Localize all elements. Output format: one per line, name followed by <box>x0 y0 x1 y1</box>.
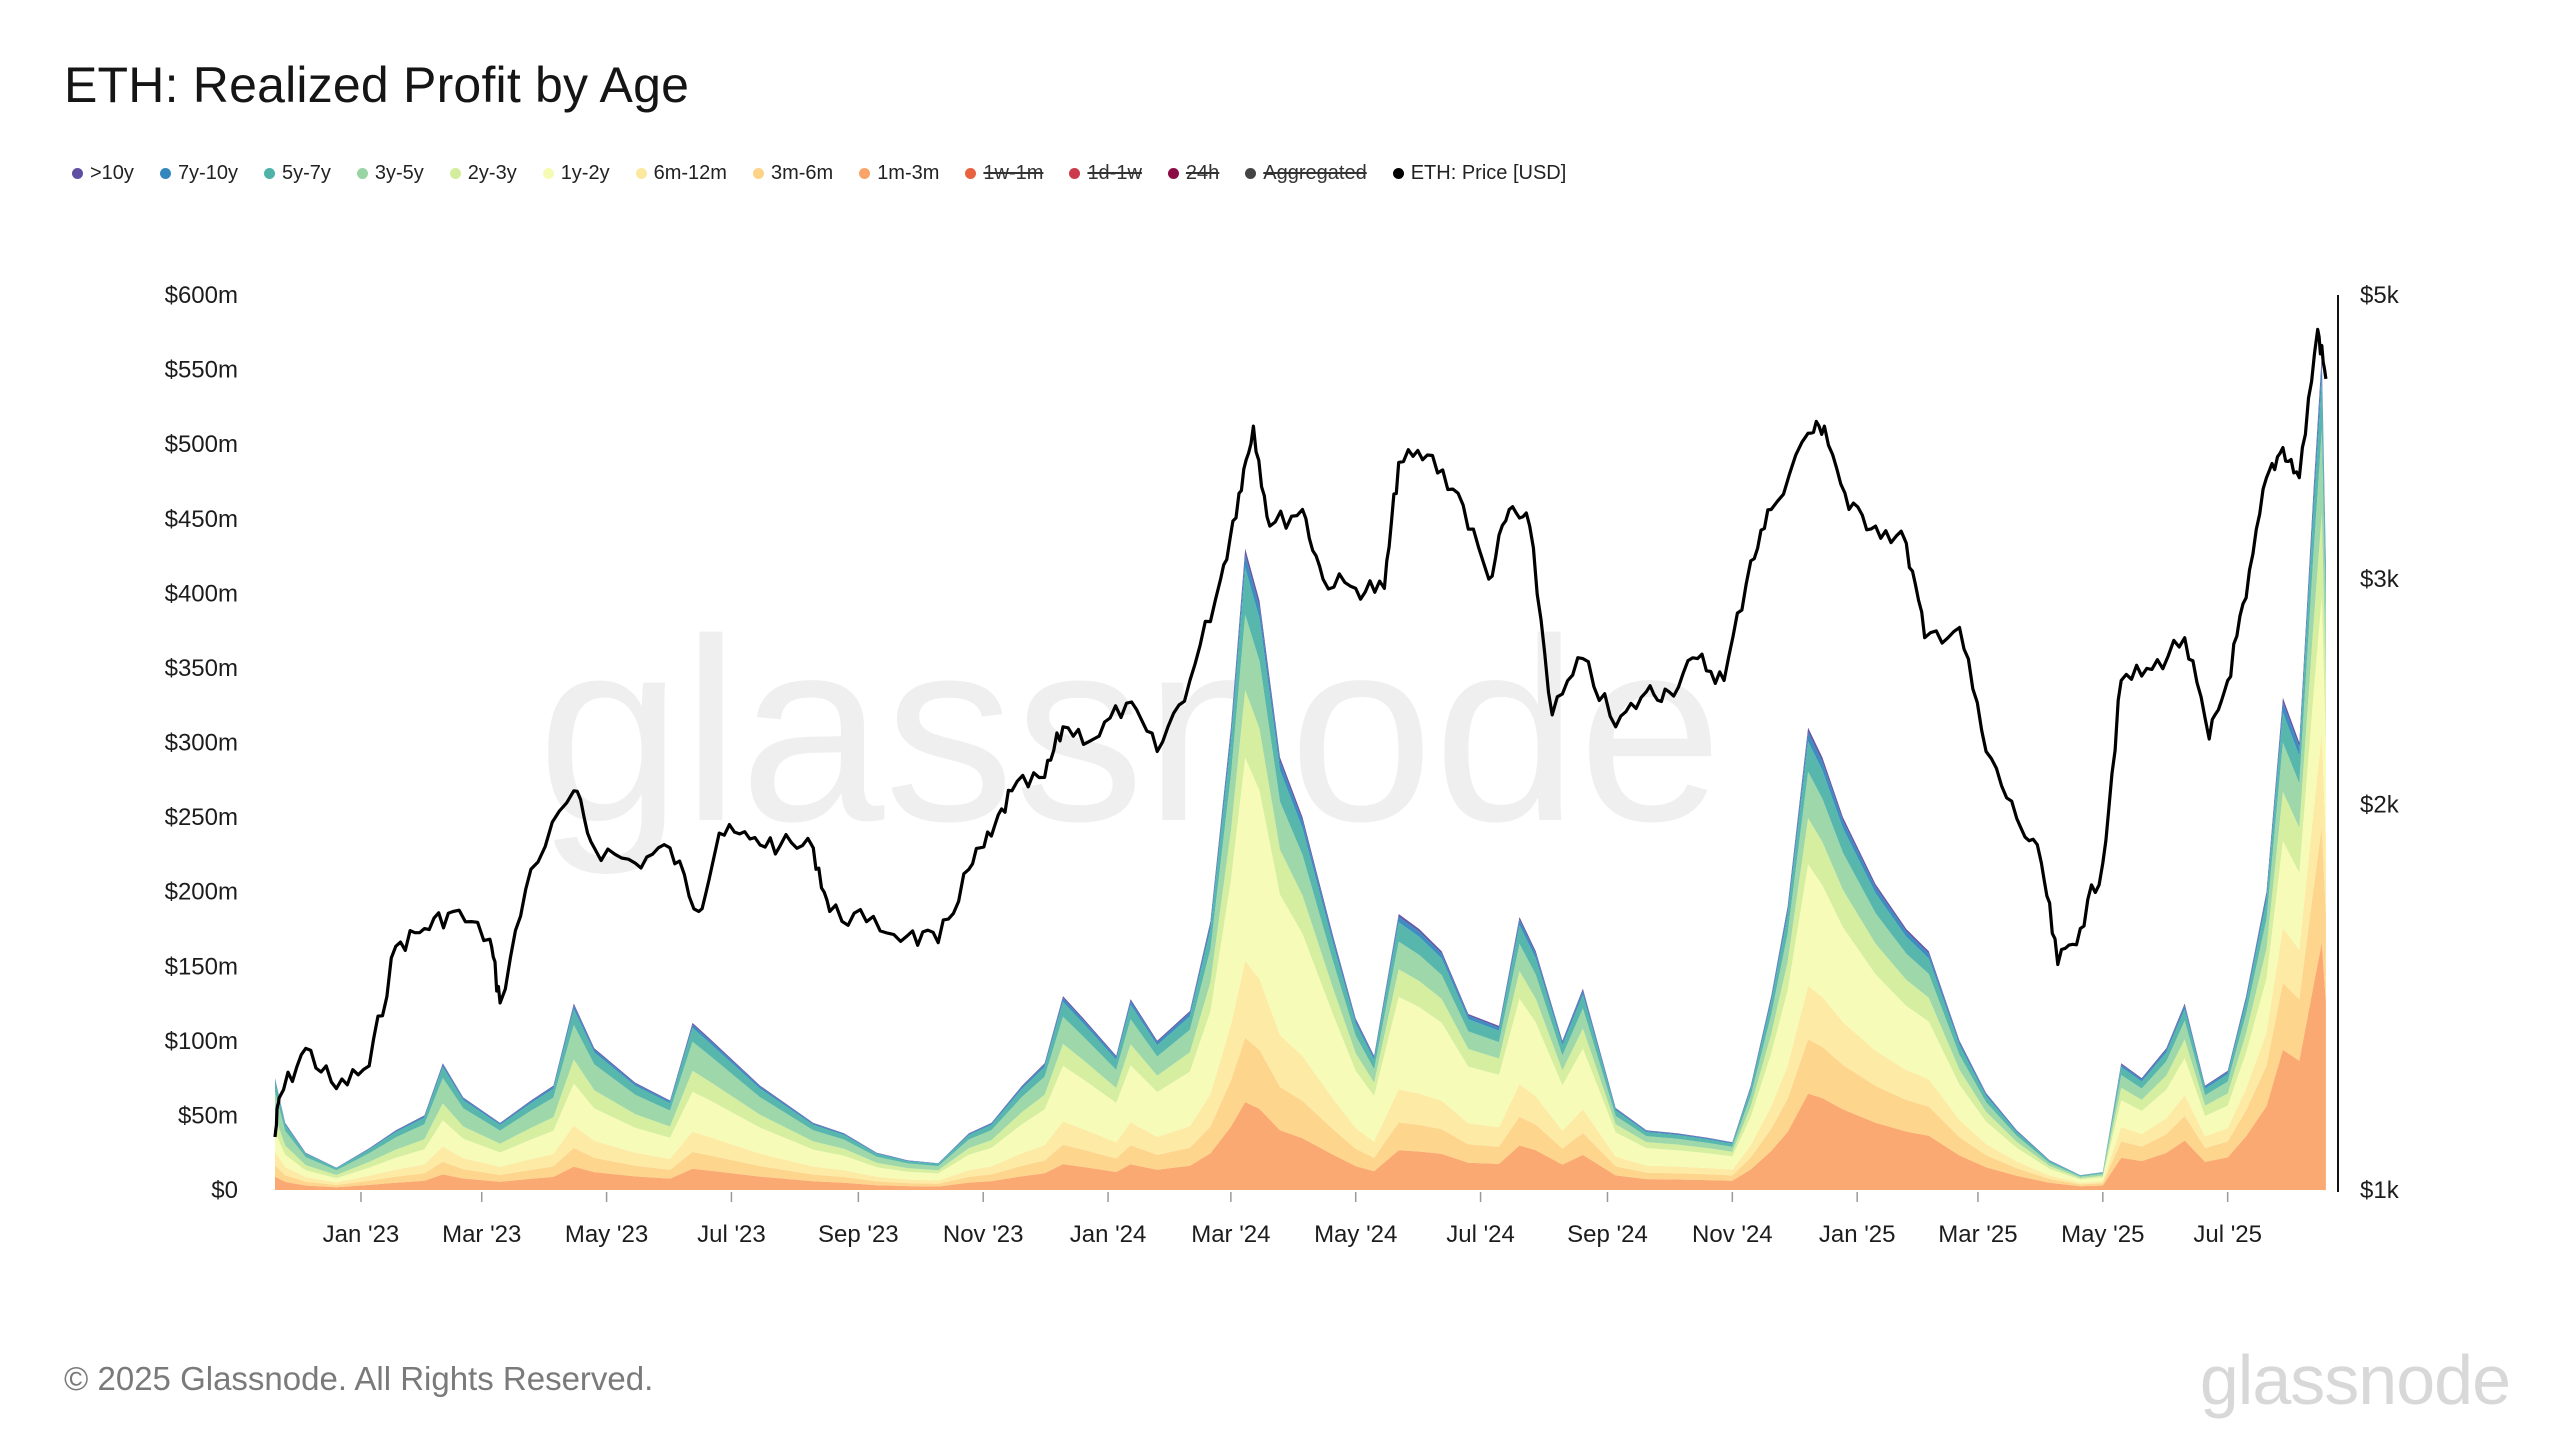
legend-label: 1y-2y <box>560 162 610 184</box>
legend-label: 1m-3m <box>877 162 940 184</box>
y-left-tick-label: $450m <box>165 506 238 533</box>
y-right-tick-label: $2k <box>2360 792 2400 819</box>
x-tick-label: Jul '23 <box>697 1221 766 1248</box>
legend-label: 6m-12m <box>653 162 727 184</box>
legend-label: 7y-10y <box>177 162 238 184</box>
y-left-tick-label: $550m <box>165 357 238 384</box>
legend-label: 1w-1m <box>983 162 1044 184</box>
legend-dot-icon <box>859 168 871 179</box>
x-tick-label: Nov '23 <box>943 1221 1024 1248</box>
x-tick-label: Sep '24 <box>1567 1221 1648 1248</box>
legend-label: ETH: Price [USD] <box>1410 162 1567 184</box>
x-tick-label: Jan '24 <box>1070 1221 1147 1248</box>
legend-item[interactable]: ETH: Price [USD] <box>1392 162 1567 185</box>
legend-dot-icon <box>1167 168 1179 179</box>
legend-item[interactable]: 3y-5y <box>356 162 424 185</box>
legend-dot-icon <box>965 168 977 179</box>
x-tick-label: May '24 <box>1314 1221 1397 1248</box>
legend-dot-icon <box>1245 168 1257 179</box>
x-tick-label: Jul '25 <box>2193 1221 2262 1248</box>
area-band-6m12m <box>275 734 2326 1185</box>
legend-label: 2y-3y <box>467 162 517 184</box>
y-right-tick-label: $1k <box>2360 1177 2400 1204</box>
copyright-footer: © 2025 Glassnode. All Rights Reserved. <box>64 1360 654 1397</box>
legend-label: >10y <box>90 162 134 184</box>
legend-item[interactable]: 2y-3y <box>449 162 517 185</box>
x-tick-label: Sep '23 <box>818 1221 899 1248</box>
area-band-3m6m <box>275 826 2326 1188</box>
y-left-tick-label: $50m <box>178 1102 238 1129</box>
legend-item[interactable]: 1w-1m <box>965 162 1043 185</box>
y-right-tick-label: $5k <box>2360 282 2400 309</box>
area-band-1m3m <box>275 942 2326 1190</box>
chart-title: ETH: Realized Profit by Age <box>64 57 690 113</box>
legend-item[interactable]: 24h <box>1167 162 1220 185</box>
legend-dot-icon <box>542 168 554 179</box>
y-left-tick-label: $200m <box>165 879 238 906</box>
area-band-1y2y <box>275 597 2326 1183</box>
legend-dot-icon <box>72 168 83 179</box>
legend-item[interactable]: 5y-7y <box>263 162 331 185</box>
y-left-tick-label: $400m <box>165 580 238 607</box>
legend-dot-icon <box>1392 168 1404 179</box>
y-left-tick-label: $300m <box>165 730 238 757</box>
y-right-tick-label: $3k <box>2360 566 2400 593</box>
x-tick-label: Jul '24 <box>1446 1221 1515 1248</box>
legend-label: 3y-5y <box>374 162 424 184</box>
brand-logo: glassnode <box>2199 1341 2511 1419</box>
x-tick-label: Jan '23 <box>323 1221 400 1248</box>
legend-dot-icon <box>1069 168 1081 179</box>
legend: >10y 7y-10y 5y-7y 3y-5y 2y-3y 1y-2y 6m-12m 3m-6… <box>72 162 1592 185</box>
y-left-tick-label: $0 <box>211 1177 238 1204</box>
watermark: glassnode <box>537 586 1722 877</box>
legend-label: 5y-7y <box>281 162 331 184</box>
eth-price-line <box>273 327 2328 1138</box>
x-tick-label: Jan '25 <box>1819 1221 1896 1248</box>
legend-item[interactable]: Aggregated <box>1245 162 1367 185</box>
x-tick-label: Mar '23 <box>442 1221 521 1248</box>
legend-dot-icon <box>356 168 368 179</box>
legend-label: 24h <box>1185 162 1220 184</box>
legend-dot-icon <box>635 168 647 179</box>
legend-item[interactable]: 6m-12m <box>635 162 727 185</box>
y-left-tick-label: $100m <box>165 1028 238 1055</box>
legend-dot-icon <box>159 168 171 179</box>
legend-item[interactable]: 1d-1w <box>1069 162 1142 185</box>
x-tick-label: May '23 <box>565 1221 648 1248</box>
legend-dot-icon <box>752 168 764 179</box>
legend-label: Aggregated <box>1263 162 1367 184</box>
y-left-tick-label: $250m <box>165 804 238 831</box>
x-tick-label: May '25 <box>2061 1221 2144 1248</box>
y-left-tick-label: $150m <box>165 953 238 980</box>
y-left-tick-label: $350m <box>165 655 238 682</box>
x-tick-label: Nov '24 <box>1692 1221 1773 1248</box>
x-tick-label: Mar '24 <box>1191 1221 1270 1248</box>
legend-label: 1d-1w <box>1087 162 1142 184</box>
legend-item[interactable]: 1m-3m <box>859 162 939 185</box>
legend-item[interactable]: >10y <box>72 162 134 185</box>
legend-dot-icon <box>449 168 461 179</box>
y-left-tick-label: $500m <box>165 431 238 458</box>
x-tick-label: Mar '25 <box>1938 1221 2017 1248</box>
legend-item[interactable]: 7y-10y <box>159 162 238 185</box>
legend-dot-icon <box>263 168 275 179</box>
y-left-tick-label: $600m <box>165 282 238 309</box>
legend-label: 3m-6m <box>770 162 834 184</box>
legend-item[interactable]: 3m-6m <box>752 162 834 185</box>
legend-item[interactable]: 1y-2y <box>542 162 610 185</box>
